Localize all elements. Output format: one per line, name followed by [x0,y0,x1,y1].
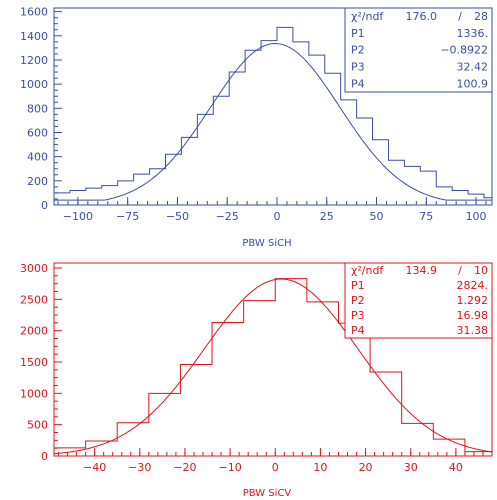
x-tick-label: 100 [466,210,487,223]
x-tick-label: −20 [173,461,196,474]
stat-separator: / [458,264,462,277]
stat-value: −0.8922 [440,44,488,57]
y-tick-label: 800 [27,102,48,115]
x-tick-label: −75 [116,210,139,223]
stat-value: 2824. [457,279,489,292]
bottom-histogram-panel: 0 500 1000 1500 2000 2500 3000 −40 −30 −20 −10 0 10 2… [20,262,493,499]
x-tick-label: 30 [404,461,418,474]
stat-name: P4 [351,324,365,337]
x-tick-label: 40 [449,461,463,474]
y-tick-label: 400 [27,151,48,164]
stat-name: P2 [351,44,365,57]
stat-name: χ²/ndf [351,10,384,23]
stat-name: P2 [351,294,365,307]
stat-name: P4 [351,77,365,90]
histogram-steps [54,278,492,453]
y-tick-label: 1400 [20,30,48,43]
stat-name: P3 [351,309,365,322]
x-tick-label: 0 [272,461,279,474]
stat-name: P1 [351,27,365,40]
y-tick-label: 1500 [20,356,48,369]
x-axis-label: PBW SiCV [243,488,292,499]
plot-frame [53,7,493,206]
stat-value: 134.9 [406,264,438,277]
y-tick-label: 0 [41,450,48,463]
stats-box [344,262,493,339]
y-tick-label: 0 [41,199,48,212]
y-tick-label: 600 [27,126,48,139]
stat-name: P3 [351,60,365,73]
y-tick-label: 200 [27,175,48,188]
x-tick-label: −30 [128,461,151,474]
y-tick-label: 1200 [20,54,48,67]
y-tick-label: 2500 [20,293,48,306]
x-tick-label: 20 [359,461,373,474]
stats-box [344,7,493,93]
stat-value: 16.98 [457,309,489,322]
stat-name: χ²/ndf [351,264,384,277]
stat-value: 32.42 [457,60,489,73]
y-tick-label: 3000 [20,262,48,275]
x-tick-label: 0 [273,210,280,223]
stat-ndf: 28 [474,10,488,23]
x-tick-label: 10 [313,461,327,474]
y-tick-label: 1000 [20,387,48,400]
x-tick-label: 25 [320,210,334,223]
x-tick-label: −10 [218,461,241,474]
stat-value: 100.9 [457,77,489,90]
fit-curve [54,278,493,454]
fit-curve [54,43,492,201]
stat-value: 1.292 [457,294,489,307]
plot-frame [53,262,493,457]
x-tick-label: 50 [370,210,384,223]
x-tick-label: −100 [63,210,93,223]
y-tick-label: 1000 [20,78,48,91]
stat-separator: / [458,10,462,23]
histogram-steps [54,26,492,199]
y-tick-label: 1600 [20,6,48,19]
stat-name: P1 [351,279,365,292]
stat-ndf: 10 [474,264,488,277]
x-axis-label: PBW SiCH [242,238,291,249]
stat-value: 176.0 [406,10,438,23]
x-tick-label: 75 [419,210,433,223]
x-tick-label: −50 [166,210,189,223]
y-tick-label: 2000 [20,325,48,338]
x-tick-label: −25 [216,210,239,223]
stat-value: 31.38 [457,324,489,337]
y-tick-label: 500 [27,419,48,432]
stat-value: 1336. [457,27,489,40]
x-tick-label: −40 [83,461,106,474]
